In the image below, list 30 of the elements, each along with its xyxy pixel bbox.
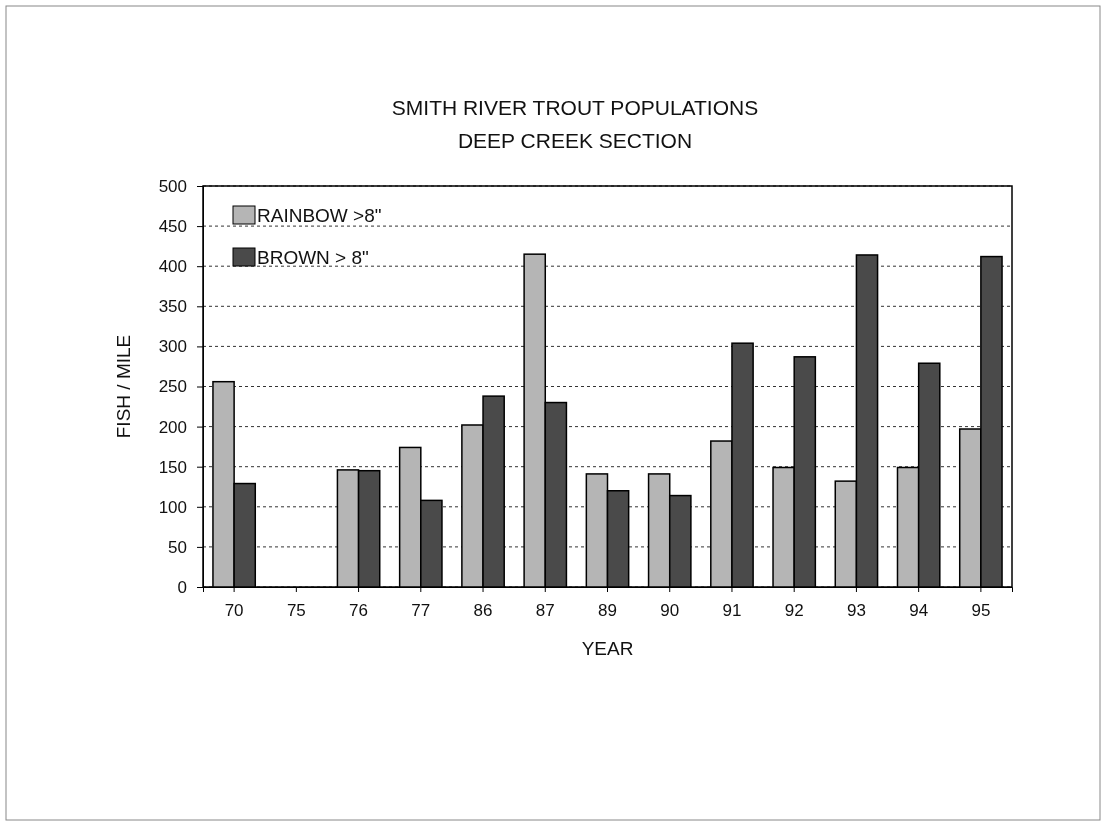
x-tick-label: 94 (909, 601, 929, 621)
x-tick-label: 93 (846, 601, 866, 621)
x-tick-label: 77 (411, 601, 431, 621)
y-tick-label: 450 (158, 217, 187, 237)
y-tick-label: 400 (158, 257, 187, 277)
x-tick-label: 87 (535, 601, 555, 621)
y-axis-title: FISH / MILE (113, 334, 134, 439)
y-tick-label: 50 (168, 537, 187, 557)
x-tick-label: 89 (598, 601, 617, 621)
y-tick-label: 0 (177, 577, 187, 597)
legend-label: RAINBOW >8" (257, 205, 382, 226)
x-tick-label: 70 (224, 601, 244, 621)
y-tick-label: 150 (158, 457, 187, 477)
x-tick-label: 92 (784, 601, 804, 621)
y-tick-label: 300 (158, 337, 187, 357)
x-tick-label: 75 (286, 601, 306, 621)
x-tick-label: 76 (349, 601, 369, 621)
x-axis-title: YEAR (581, 638, 634, 659)
x-tick-label: 95 (971, 601, 991, 621)
x-tick-label: 90 (660, 601, 680, 621)
x-tick-label: 86 (473, 601, 493, 621)
x-tick-label: 91 (722, 601, 742, 621)
chart-title: SMITH RIVER TROUT POPULATIONS (391, 96, 759, 119)
y-tick-label: 250 (158, 377, 187, 397)
y-tick-label: 500 (158, 176, 187, 196)
y-tick-label: 200 (158, 417, 187, 437)
chart-subtitle: DEEP CREEK SECTION (457, 129, 693, 152)
y-tick-label: 100 (158, 497, 187, 517)
legend-label: BROWN > 8" (257, 247, 369, 268)
y-tick-label: 350 (158, 297, 187, 317)
